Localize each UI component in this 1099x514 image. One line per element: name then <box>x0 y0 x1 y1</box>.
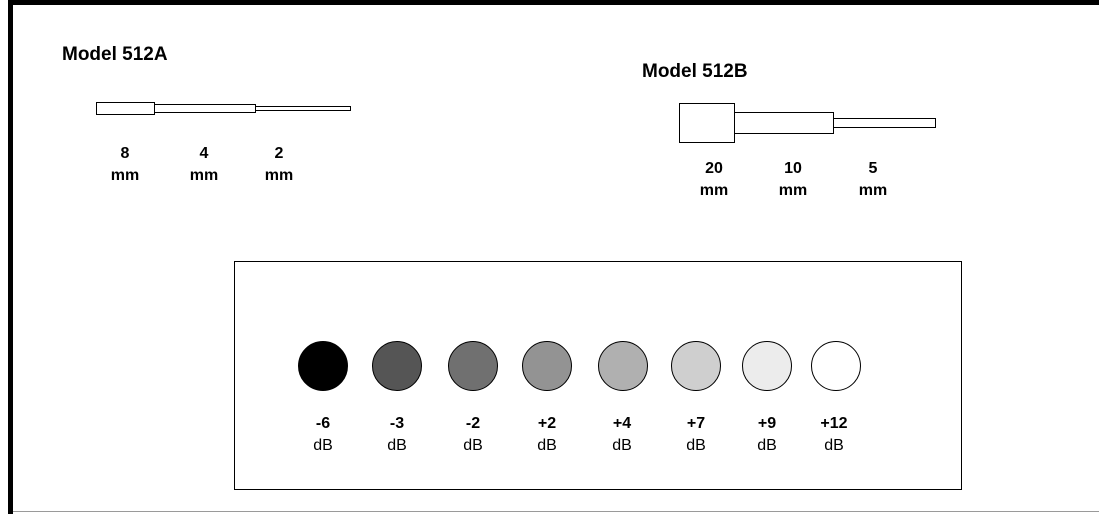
dim-value: 5 <box>868 160 878 177</box>
dim-unit: mm <box>858 182 888 199</box>
level-label-plus-12: +12 dB <box>804 413 864 457</box>
dim-unit: mm <box>264 167 294 184</box>
model-b-section-2 <box>734 112 834 134</box>
level-unit: dB <box>824 437 844 454</box>
level-swatch-plus-9 <box>742 341 792 391</box>
model-a-dim-2: 4 mm <box>174 143 234 187</box>
level-value: +2 <box>537 415 557 432</box>
model-a-section-3 <box>255 106 351 111</box>
dim-value: 20 <box>705 160 723 177</box>
level-label-plus-2: +2 dB <box>517 413 577 457</box>
level-value: +4 <box>612 415 632 432</box>
level-value: -3 <box>389 415 405 432</box>
model-b-dim-2: 10 mm <box>763 158 823 202</box>
model-a-dim-3: 2 mm <box>249 143 309 187</box>
level-label-minus-6: -6 dB <box>293 413 353 457</box>
frame-bottom-border <box>13 511 1099 512</box>
model-b-dim-3: 5 mm <box>843 158 903 202</box>
level-value: +9 <box>757 415 777 432</box>
level-swatch-plus-7 <box>671 341 721 391</box>
level-swatch-plus-2 <box>522 341 572 391</box>
dim-value: 4 <box>199 145 209 162</box>
level-label-plus-4: +4 dB <box>592 413 652 457</box>
level-swatch-plus-12 <box>811 341 861 391</box>
model-a-title: Model 512A <box>62 44 168 65</box>
dim-value: 8 <box>120 145 130 162</box>
level-value: +12 <box>820 415 848 432</box>
level-label-plus-9: +9 dB <box>737 413 797 457</box>
level-unit: dB <box>463 437 483 454</box>
model-b-section-3 <box>833 118 936 128</box>
dim-unit: mm <box>189 167 219 184</box>
dim-value: 2 <box>274 145 284 162</box>
dim-unit: mm <box>778 182 808 199</box>
level-swatch-plus-4 <box>598 341 648 391</box>
level-swatch-minus-3 <box>372 341 422 391</box>
level-unit: dB <box>537 437 557 454</box>
frame-left-border <box>8 0 13 514</box>
level-swatch-minus-6 <box>298 341 348 391</box>
dim-value: 10 <box>784 160 802 177</box>
level-value: -6 <box>315 415 331 432</box>
model-b-section-1 <box>679 103 735 143</box>
level-unit: dB <box>757 437 777 454</box>
dim-unit: mm <box>699 182 729 199</box>
level-unit: dB <box>387 437 407 454</box>
frame-top-border <box>8 0 1099 5</box>
level-unit: dB <box>612 437 632 454</box>
level-label-minus-2: -2 dB <box>443 413 503 457</box>
dim-unit: mm <box>110 167 140 184</box>
level-scale-panel: -6 dB -3 dB -2 dB +2 dB +4 dB +7 dB +9 d… <box>234 261 962 490</box>
model-a-section-1 <box>96 102 155 115</box>
model-b-dim-1: 20 mm <box>684 158 744 202</box>
level-swatch-minus-2 <box>448 341 498 391</box>
level-unit: dB <box>686 437 706 454</box>
model-a-dim-1: 8 mm <box>95 143 155 187</box>
level-label-plus-7: +7 dB <box>666 413 726 457</box>
level-value: -2 <box>465 415 481 432</box>
level-label-minus-3: -3 dB <box>367 413 427 457</box>
level-unit: dB <box>313 437 333 454</box>
model-b-title: Model 512B <box>642 61 748 82</box>
level-value: +7 <box>686 415 706 432</box>
model-a-section-2 <box>154 104 256 113</box>
